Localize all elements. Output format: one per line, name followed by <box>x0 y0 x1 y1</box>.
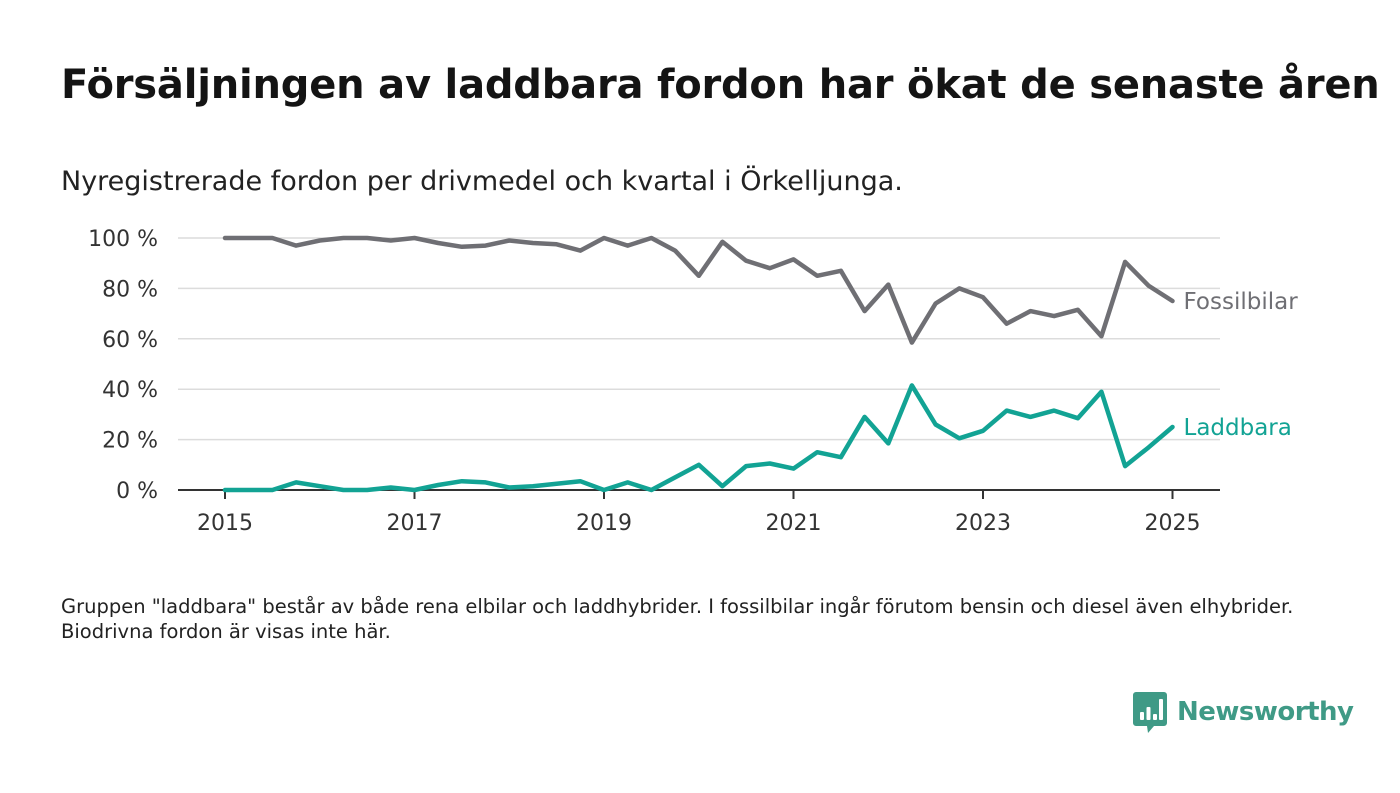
x-tick-label: 2023 <box>955 511 1011 536</box>
y-tick-label: 20 % <box>102 429 158 454</box>
y-tick-label: 0 % <box>116 479 158 504</box>
x-axis <box>178 490 1220 499</box>
y-tick-label: 60 % <box>102 328 158 353</box>
series-labels: Fossilbilar Laddbara <box>1184 289 1299 441</box>
x-tick-label: 2021 <box>766 511 822 536</box>
x-tick-label: 2017 <box>387 511 443 536</box>
x-tick-label: 2015 <box>197 511 253 536</box>
series-label-fossilbilar: Fossilbilar <box>1184 289 1299 315</box>
y-tick-label: 100 % <box>88 227 158 252</box>
newsworthy-bar-chart-icon <box>1132 690 1168 734</box>
y-axis-tick-labels: 0 % 20 % 40 % 60 % 80 % 100 % <box>88 227 158 504</box>
line-chart: 0 % 20 % 40 % 60 % 80 % 100 % 2015 2017 2019 202… <box>0 0 1400 793</box>
x-tick-label: 2025 <box>1145 511 1201 536</box>
series-label-laddbara: Laddbara <box>1184 415 1292 441</box>
chart-page: Försäljningen av laddbara fordon har öka… <box>0 0 1400 793</box>
brand-name: Newsworthy <box>1177 697 1353 727</box>
gridlines <box>178 238 1220 440</box>
x-tick-label: 2019 <box>576 511 632 536</box>
series-line-laddbara <box>225 385 1173 490</box>
series-lines <box>225 238 1173 490</box>
y-tick-label: 40 % <box>102 378 158 403</box>
y-tick-label: 80 % <box>102 277 158 302</box>
x-axis-tick-labels: 2015 2017 2019 2021 2023 2025 <box>197 511 1201 536</box>
chart-footnote: Gruppen "laddbara" består av både rena e… <box>61 594 1301 644</box>
series-line-fossilbilar <box>225 238 1173 343</box>
newsworthy-logo: Newsworthy <box>1132 690 1353 734</box>
